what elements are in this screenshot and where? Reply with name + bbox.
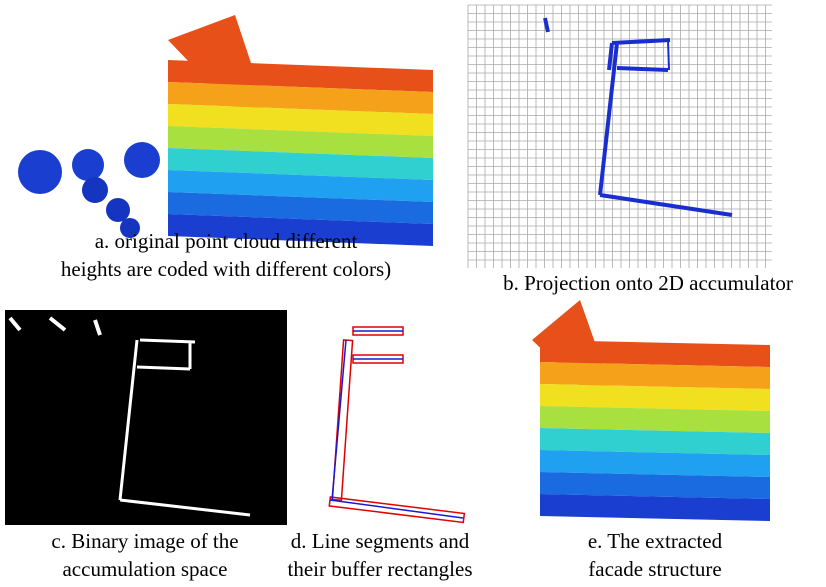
building-bands: [168, 15, 433, 246]
caption: accumulation space: [62, 557, 227, 581]
projection-lines: [668, 40, 669, 70]
figure: a. original point cloud different heights…: [0, 0, 826, 587]
line-segments: [329, 327, 464, 522]
tree: [82, 177, 108, 203]
tree: [18, 150, 62, 194]
binary-image: [5, 310, 287, 525]
buffer-rects: [329, 327, 464, 522]
caption: d. Line segments and: [291, 529, 470, 553]
buffer-rect: [332, 340, 352, 500]
caption: facade structure: [588, 557, 722, 581]
tree: [106, 198, 130, 222]
caption: a. original point cloud different: [95, 229, 358, 253]
segment: [330, 331, 463, 518]
caption: e. The extracted: [588, 529, 723, 553]
caption: c. Binary image of the: [51, 529, 238, 553]
point-cloud-a: [18, 15, 433, 246]
caption: b. Projection onto 2D accumulator: [503, 271, 793, 295]
tree: [72, 149, 104, 181]
caption: their buffer rectangles: [287, 557, 472, 581]
facade-structure: [532, 300, 770, 521]
tree: [124, 142, 160, 178]
segments: [330, 331, 463, 518]
caption: heights are coded with different colors): [61, 257, 391, 281]
